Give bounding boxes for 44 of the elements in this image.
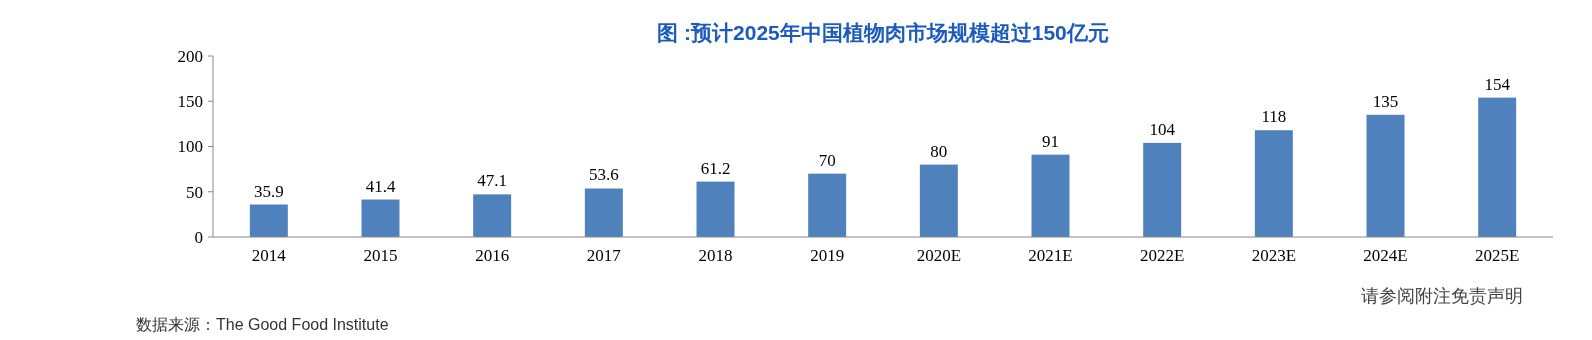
chart-title: 图 :预计2025年中国植物肉市场规模超过150亿元 <box>657 21 1109 44</box>
bar <box>696 181 735 237</box>
data-label: 91 <box>1042 131 1059 151</box>
x-tick-label: 2016 <box>475 246 510 265</box>
data-label: 135 <box>1372 91 1399 111</box>
bar <box>361 199 400 237</box>
y-tick-label: 100 <box>177 137 203 157</box>
x-tick-label: 2017 <box>586 246 622 265</box>
y-tick-label: 150 <box>177 92 203 112</box>
bar <box>808 173 847 237</box>
data-label: 70 <box>818 150 836 170</box>
x-tick-label: 2019 <box>810 246 845 265</box>
x-tick-label: 2020E <box>916 246 962 265</box>
y-tick-label: 0 <box>194 227 203 247</box>
bar <box>1143 142 1182 237</box>
x-tick-label: 2018 <box>698 246 733 265</box>
data-label: 118 <box>1261 107 1287 127</box>
data-label: 47.1 <box>477 171 508 191</box>
bar <box>473 194 512 237</box>
data-label: 41.4 <box>365 176 396 196</box>
data-label: 61.2 <box>700 158 731 178</box>
y-tick-label: 50 <box>186 182 203 202</box>
bar <box>1366 114 1405 237</box>
data-label: 80 <box>930 141 948 161</box>
x-tick-label: 2025E <box>1474 246 1520 265</box>
bar <box>1031 154 1070 237</box>
x-tick-label: 2023E <box>1251 246 1297 265</box>
x-tick-label: 2021E <box>1028 246 1073 265</box>
x-tick-label: 2015 <box>363 246 398 265</box>
data-label: 35.9 <box>253 181 284 201</box>
bar <box>1254 130 1293 237</box>
bar <box>919 164 958 237</box>
data-label: 104 <box>1149 119 1176 139</box>
bar <box>249 204 288 237</box>
x-tick-label: 2024E <box>1363 246 1408 265</box>
data-label: 154 <box>1484 74 1511 94</box>
source-note: 数据来源：The Good Food Institute <box>136 316 389 333</box>
y-tick-label: 200 <box>177 46 203 66</box>
data-label: 53.6 <box>588 165 619 185</box>
text: 请参阅附注免责声明 <box>1361 286 1523 306</box>
x-tick-label: 2014 <box>251 246 287 265</box>
bar <box>584 188 623 237</box>
bar <box>1478 97 1517 237</box>
x-tick-label: 2022E <box>1139 246 1185 265</box>
